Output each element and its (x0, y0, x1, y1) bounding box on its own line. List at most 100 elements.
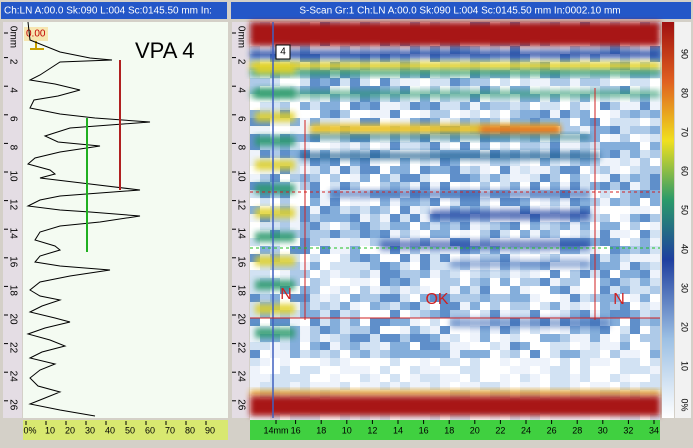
pixel (630, 294, 640, 302)
pixel (570, 278, 580, 286)
pixel (620, 102, 630, 110)
pixel (510, 350, 520, 358)
pixel (620, 414, 630, 422)
pixel (540, 158, 550, 166)
pixel (400, 382, 410, 390)
pixel (320, 174, 330, 182)
pixel (340, 358, 350, 366)
pixel (420, 342, 430, 350)
pixel (550, 414, 560, 422)
pixel (590, 382, 600, 390)
pixel (450, 166, 460, 174)
pixel (430, 222, 440, 230)
pixel (640, 190, 650, 198)
pixel (390, 302, 400, 310)
pixel (330, 262, 340, 270)
color-scale-label: 50 (680, 205, 690, 215)
pixel (260, 78, 270, 86)
pixel (310, 182, 320, 190)
pixel (490, 358, 500, 366)
pixel (480, 366, 490, 374)
pixel (470, 230, 480, 238)
pixel (600, 302, 610, 310)
pixel (310, 342, 320, 350)
pixel (640, 198, 650, 206)
pixel (500, 414, 510, 422)
pixel (330, 158, 340, 166)
pixel (320, 118, 330, 126)
pixel (610, 278, 620, 286)
pixel (550, 342, 560, 350)
depth-label: 22 (235, 342, 246, 354)
pixel (600, 182, 610, 190)
pixel (360, 254, 370, 262)
color-scale-label: 10 (680, 361, 690, 371)
pixel (410, 302, 420, 310)
pixel (440, 318, 450, 326)
pixel (430, 158, 440, 166)
pixel (310, 198, 320, 206)
pixel (310, 238, 320, 246)
pixel (290, 126, 300, 134)
pixel (500, 278, 510, 286)
pixel (510, 142, 520, 150)
pixel (630, 382, 640, 390)
pixel (440, 334, 450, 342)
pixel (530, 294, 540, 302)
pixel (310, 414, 320, 422)
pixel (330, 294, 340, 302)
pixel (260, 174, 270, 182)
pixel (310, 230, 320, 238)
pixel (330, 342, 340, 350)
pixel (530, 158, 540, 166)
pixel (350, 158, 360, 166)
depth-label: 18 (235, 285, 246, 297)
pixel (440, 374, 450, 382)
pixel (370, 254, 380, 262)
pixel (260, 382, 270, 390)
pixel (540, 310, 550, 318)
pixel (360, 310, 370, 318)
pixel (330, 214, 340, 222)
pixel (390, 102, 400, 110)
pixel (560, 358, 570, 366)
pixel (610, 302, 620, 310)
pixel (330, 310, 340, 318)
pixel (380, 222, 390, 230)
pixel (390, 270, 400, 278)
pixel (320, 374, 330, 382)
pixel (490, 182, 500, 190)
pixel (370, 270, 380, 278)
pixel (270, 222, 280, 230)
pixel (560, 310, 570, 318)
pixel (430, 254, 440, 262)
pixel (420, 294, 430, 302)
pixel (550, 118, 560, 126)
pixel (350, 366, 360, 374)
pixel (640, 342, 650, 350)
pixel (520, 358, 530, 366)
pixel (460, 230, 470, 238)
pixel (350, 262, 360, 270)
pixel (630, 206, 640, 214)
pixel (630, 326, 640, 334)
pixel (590, 78, 600, 86)
pixel (360, 302, 370, 310)
pixel (630, 414, 640, 422)
pixel (350, 142, 360, 150)
pixel (260, 222, 270, 230)
gate-value: 0.00 (26, 29, 46, 40)
depth-label: 8 (235, 145, 246, 151)
pixel (310, 358, 320, 366)
pixel (410, 374, 420, 382)
pixel (330, 326, 340, 334)
pos-label: 28 (572, 425, 582, 435)
pixel (510, 174, 520, 182)
pixel (610, 222, 620, 230)
pixel (630, 142, 640, 150)
pixel (590, 374, 600, 382)
pixel (350, 270, 360, 278)
pixel (510, 110, 520, 118)
pixel (560, 382, 570, 390)
pixel (380, 262, 390, 270)
